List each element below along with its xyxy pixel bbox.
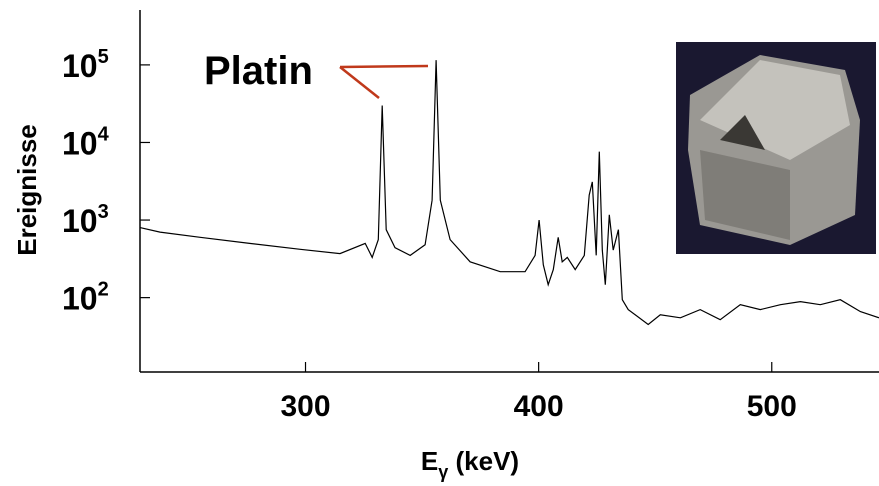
y-tick-label: 102 <box>62 279 109 317</box>
x-axis-title: Eγ (keV) <box>421 446 519 482</box>
x-tick-label: 500 <box>747 390 797 423</box>
x-tick-label: 400 <box>514 390 564 423</box>
photo-inset <box>676 42 876 254</box>
nugget-side <box>700 150 790 240</box>
y-axis-title: Ereignisse <box>12 124 42 256</box>
annotation-line <box>339 66 380 99</box>
nugget-shadow <box>720 115 765 150</box>
y-tick-label: 104 <box>62 123 110 161</box>
series-line <box>139 60 879 326</box>
y-tick-label: 105 <box>62 46 109 84</box>
y-tick-label: 103 <box>62 201 109 239</box>
annotation: Platin <box>204 49 313 93</box>
x-tick-label: 300 <box>280 390 330 423</box>
annotation-line <box>339 64 429 69</box>
